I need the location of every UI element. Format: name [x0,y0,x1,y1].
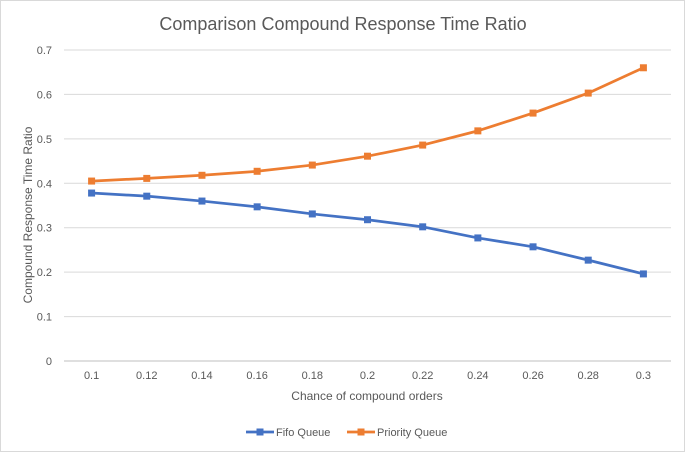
x-tick-label: 0.16 [246,370,267,382]
data-point [308,161,316,169]
data-point [253,203,261,211]
x-tick-label: 0.18 [302,370,323,382]
data-point [364,152,371,160]
data-point [584,89,592,97]
x-tick-label: 0.12 [136,370,157,382]
y-tick-label: 0.2 [37,267,52,279]
y-tick-label: 0.4 [37,178,52,190]
x-tick-label: 0.22 [412,370,433,382]
x-axis-title: Chance of compound orders [291,389,442,403]
data-point [88,177,96,185]
series-line-2 [90,66,645,183]
y-tick-label: 0.6 [37,89,52,101]
data-point [529,243,537,251]
data-point [308,210,316,218]
y-tick-label: 0.3 [37,223,52,235]
data-point [143,192,151,200]
x-tick-label: 0.28 [578,370,599,382]
chart-title: Comparison Compound Response Time Ratio [159,14,526,34]
y-tick-label: 0.5 [37,134,52,146]
data-point [419,223,427,231]
data-point [198,197,206,205]
series-layer [88,64,647,278]
data-point [364,216,371,224]
legend-marker [256,428,264,436]
data-point [88,189,96,197]
legend-marker [357,428,365,436]
legend-label: Priority Queue [377,427,447,439]
x-tick-label: 0.1 [84,370,99,382]
gridlines [64,49,671,362]
x-axis-ticks: 0.1 0.12 0.14 0.16 0.18 0.2 0.22 0.24 0.26 0.28 0.… [84,370,651,382]
x-tick-label: 0.14 [191,370,212,382]
data-point [474,127,482,135]
data-point [584,256,592,264]
data-point [419,141,427,149]
data-point [639,64,647,72]
series-line-1 [90,191,645,276]
data-point [529,109,537,117]
x-tick-label: 0.3 [636,370,651,382]
y-axis-title: Compound Response Time Ratio [21,126,35,303]
data-point [474,234,482,242]
y-tick-label: 0.7 [37,45,52,57]
data-point [143,174,151,182]
data-point [198,171,206,179]
y-tick-label: 0 [46,356,52,368]
data-point [639,270,647,278]
x-tick-label: 0.26 [522,370,543,382]
legend-label: Fifo Queue [276,427,330,439]
data-point [253,167,261,175]
x-tick-label: 0.2 [360,370,375,382]
y-tick-label: 0.1 [37,312,52,324]
y-axis-ticks: 0 0.1 0.2 0.3 0.4 0.5 0.6 0.7 [37,45,52,368]
legend: Fifo Queue Priority Queue [246,427,447,439]
x-tick-label: 0.24 [467,370,488,382]
